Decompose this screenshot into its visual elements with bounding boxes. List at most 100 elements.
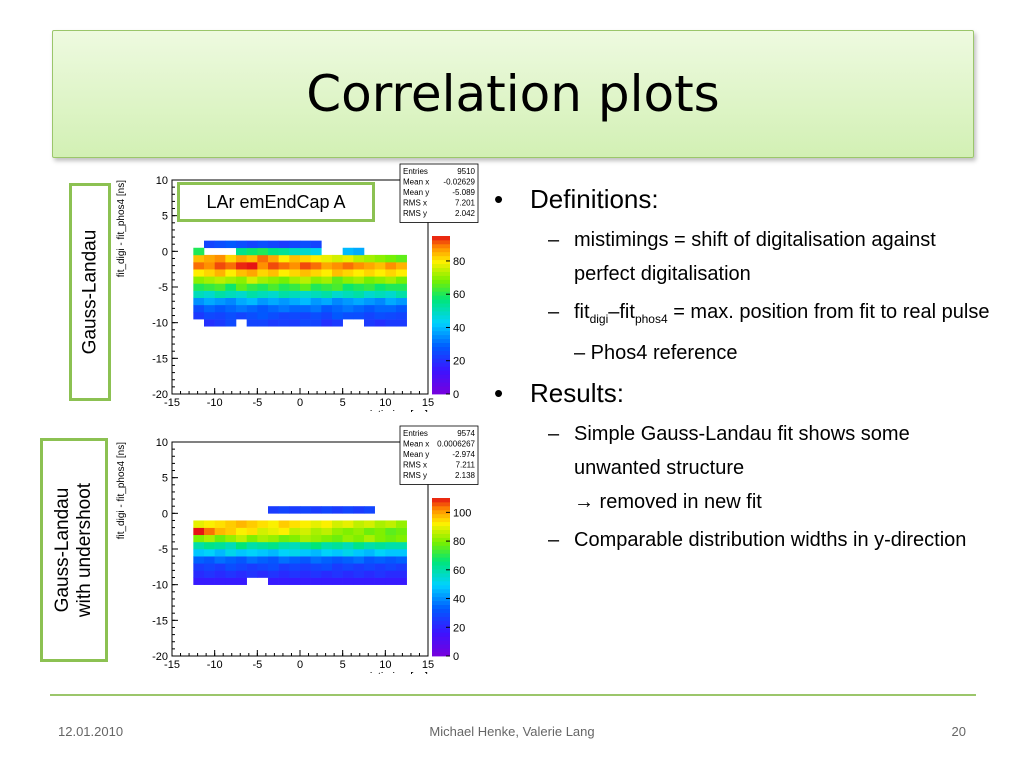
heatmap-cell [321, 563, 333, 571]
heatmap-cell [236, 534, 247, 543]
heatmap-cell [289, 520, 301, 528]
heatmap-cell [289, 269, 301, 277]
heatmap-cell [385, 520, 397, 528]
color-bar-segment [432, 299, 450, 304]
heatmap-cell [385, 549, 397, 557]
heatmap-cell [374, 319, 386, 327]
heatmap-cell [374, 276, 386, 284]
heatmap-cell [332, 506, 343, 514]
heatmap-cell [289, 506, 301, 514]
heatmap-cell [278, 556, 290, 564]
heatmap-cell [204, 311, 215, 320]
heatmap-cell [257, 534, 269, 543]
heatmap-cell [236, 262, 247, 270]
y-tick-label: 5 [162, 211, 168, 223]
fit-text-3: = max. position from fit to real pulse –… [574, 301, 990, 364]
fit-text-1: fit [574, 301, 590, 323]
heatmap-cell [396, 549, 407, 557]
color-bar-segment [432, 311, 450, 316]
heatmap-cell [374, 297, 386, 306]
heatmap-cell [225, 254, 237, 263]
heatmap-cell [374, 262, 386, 270]
color-bar-segment [432, 537, 450, 542]
heatmap-cell [236, 247, 247, 256]
heatmap-cell [204, 283, 215, 291]
stats-label: RMS y [403, 209, 427, 218]
x-tick-label: 10 [379, 659, 391, 671]
heatmap-cell [268, 577, 279, 585]
heatmap-cell [214, 541, 226, 550]
heatmap-cell [332, 556, 343, 564]
heatmap-cell [246, 304, 258, 313]
heatmap-cell [396, 563, 407, 571]
color-bar-segment [432, 236, 450, 241]
heatmap-cell [193, 269, 205, 277]
heatmap-cell [278, 520, 290, 528]
color-bar-segment [432, 378, 450, 383]
stats-label: Mean x [403, 440, 429, 449]
heatmap-cell [278, 240, 290, 249]
color-bar-label: 0 [453, 651, 459, 663]
heatmap-cell [214, 520, 226, 528]
stats-value: 2.138 [455, 471, 476, 480]
heatmap-cell [268, 541, 279, 550]
heatmap-cell [214, 556, 226, 564]
color-bar-segment [432, 565, 450, 570]
color-bar-segment [432, 498, 450, 503]
heatmap-cell [385, 276, 397, 284]
heatmap-cell [342, 262, 354, 270]
color-bar-segment [432, 616, 450, 621]
heatmap-cell [321, 283, 333, 291]
color-bar-segment [432, 370, 450, 375]
heatmap-cell [289, 240, 301, 249]
heatmap-cell [236, 269, 247, 277]
color-bar-segment [432, 580, 450, 586]
x-tick-label: 15 [422, 397, 434, 409]
heatmap-cell [321, 570, 333, 578]
heatmap-cell [289, 283, 301, 291]
heatmap-cell [257, 297, 269, 306]
heatmap-cell [289, 527, 301, 536]
heatmap-cell [278, 527, 290, 536]
heatmap-cell [214, 577, 226, 585]
heatmap-cell [364, 534, 375, 543]
heatmap-cell [374, 283, 386, 291]
heatmap-cell [268, 276, 279, 284]
heatmap-cell [353, 541, 365, 550]
result-structure-text: Simple Gauss-Landau fit shows some unwan… [574, 423, 910, 479]
heatmap-cell [300, 506, 311, 514]
color-bar-segment [432, 342, 450, 347]
heatmap-cell [321, 290, 333, 298]
color-bar-label: 60 [453, 289, 465, 301]
heatmap-cell [236, 276, 247, 284]
y-axis-label: fit_digi - fit_phos4 [ns] [116, 180, 127, 277]
result-removed-text: → removed in new fit [574, 491, 762, 513]
heatmap-cell [364, 520, 375, 528]
heatmap-cell [332, 534, 343, 543]
heatmap-cell [321, 254, 333, 263]
heatmap-cell [278, 247, 290, 256]
color-bar-segment [432, 275, 450, 280]
heatmap-cell [353, 506, 365, 514]
heatmap-cell [246, 541, 258, 550]
heatmap-cell [385, 290, 397, 298]
heatmap-cell [300, 290, 311, 298]
heatmap-cell [214, 311, 226, 320]
heatmap-cell [364, 276, 375, 284]
color-bar-segment [432, 584, 450, 590]
x-axis-label: mistiming [ns] [361, 671, 428, 674]
heatmap-cell [268, 262, 279, 270]
heatmap-cell [396, 283, 407, 291]
stats-value: 0.0006267 [437, 440, 475, 449]
bullet-result-widths: Comparable distribution widths in y-dire… [494, 523, 994, 557]
heatmap-cell [310, 290, 322, 298]
heatmap-cell [289, 304, 301, 313]
heatmap-cell [342, 311, 354, 320]
heatmap-cell [385, 311, 397, 320]
heatmap-cell [396, 577, 407, 585]
stats-value: 9510 [457, 167, 475, 176]
color-bar-segment [432, 648, 450, 653]
heatmap-cell [246, 247, 258, 256]
heatmap-cell [214, 240, 226, 249]
heatmap-cell [374, 556, 386, 564]
